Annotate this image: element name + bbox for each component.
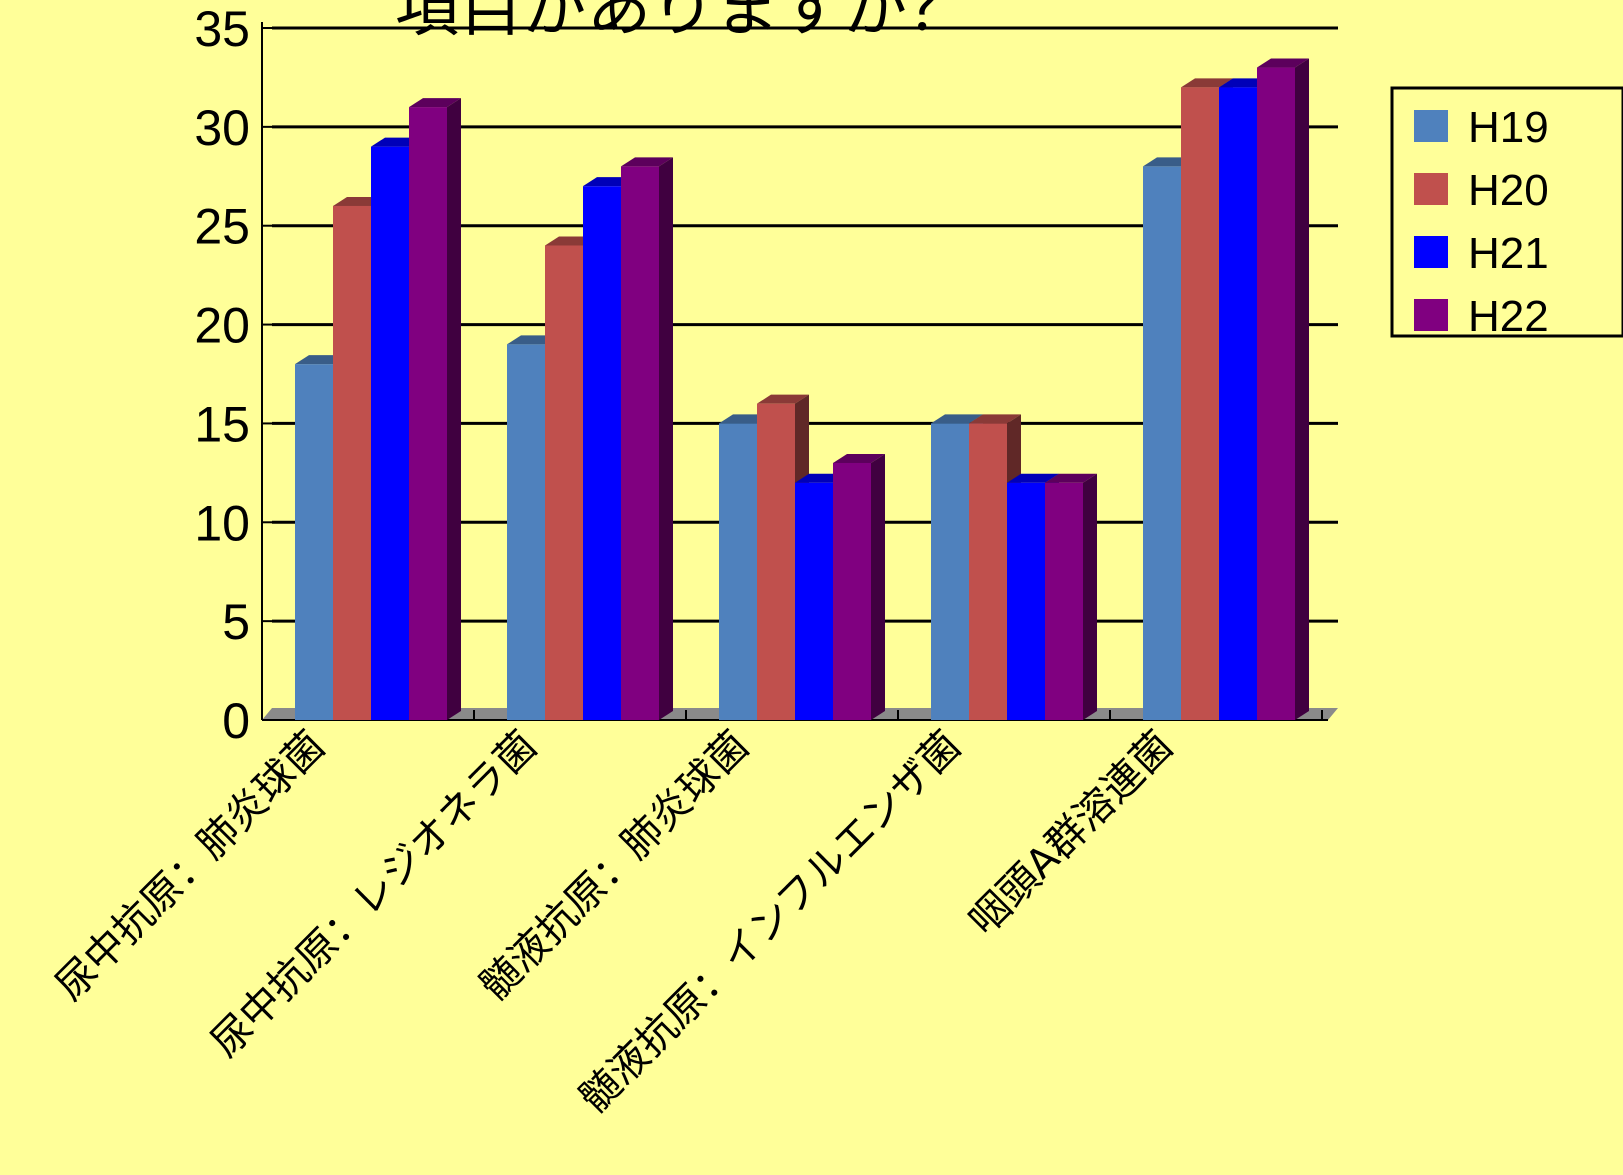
- bar: [1257, 58, 1309, 721]
- legend-label: H19: [1468, 103, 1549, 152]
- bar-front-face: [1143, 166, 1181, 720]
- x-axis-category-labels: 尿中抗原：肺炎球菌尿中抗原：レジオネラ菌髄液抗原：肺炎球菌髄液抗原：インフルエン…: [47, 723, 1182, 1122]
- bar-top-face: [833, 453, 885, 463]
- bar-front-face: [969, 423, 1007, 720]
- bar-side-face: [447, 98, 461, 721]
- bar-side-face: [1295, 58, 1309, 721]
- bar-front-face: [507, 344, 545, 720]
- bar-front-face: [1219, 87, 1257, 721]
- bar-front-face: [833, 462, 871, 720]
- y-tick-label: 15: [194, 396, 250, 452]
- y-tick-label: 0: [222, 693, 250, 749]
- legend-swatch: [1414, 173, 1448, 205]
- bar-top-face: [621, 157, 673, 167]
- bar-front-face: [409, 107, 447, 721]
- bar-front-face: [719, 423, 757, 720]
- bar-side-face: [659, 157, 673, 720]
- legend: H19 H20 H21 H22: [1390, 86, 1623, 341]
- bar-top-face: [931, 414, 983, 424]
- bar-front-face: [295, 364, 333, 720]
- bar-top-face: [1257, 58, 1309, 68]
- legend-swatch: [1414, 299, 1448, 331]
- y-tick-label: 30: [194, 100, 250, 156]
- legend-label: H21: [1468, 229, 1549, 278]
- bar-top-face: [969, 414, 1021, 424]
- bar: [833, 453, 885, 720]
- y-tick-label: 10: [194, 495, 250, 551]
- x-category-label: 咽頭A群溶連菌: [960, 723, 1182, 945]
- bar-top-face: [757, 394, 809, 404]
- bar-front-face: [621, 166, 659, 720]
- bar-front-face: [583, 186, 621, 720]
- bar-front-face: [333, 205, 371, 720]
- bar-front-face: [795, 482, 833, 720]
- legend-swatch: [1414, 110, 1448, 142]
- bars: [295, 58, 1309, 721]
- y-tick-label: 5: [222, 594, 250, 650]
- bar-front-face: [1045, 482, 1083, 720]
- bar-front-face: [1257, 67, 1295, 721]
- legend-label: H22: [1468, 292, 1549, 341]
- bar: [1045, 473, 1097, 720]
- y-tick-label: 20: [194, 298, 250, 354]
- bar-side-face: [1083, 473, 1097, 720]
- x-category-label: 髄液抗原：インフルエンザ菌: [571, 723, 970, 1122]
- bar-front-face: [371, 146, 409, 721]
- bar-front-face: [545, 245, 583, 720]
- y-axis-tick-labels: 0 5 10 15 20 25 30 35: [194, 1, 250, 749]
- bar-top-face: [409, 98, 461, 108]
- bar-top-face: [1045, 473, 1097, 483]
- bar-side-face: [871, 453, 885, 720]
- slide-title: 項目がありますか？: [395, 0, 971, 46]
- legend-swatch: [1414, 236, 1448, 268]
- bar: [621, 157, 673, 720]
- bar-front-face: [1007, 482, 1045, 720]
- y-tick-label: 35: [194, 1, 250, 57]
- legend-label: H20: [1468, 166, 1549, 215]
- bar-top-face: [1007, 473, 1059, 483]
- bar-front-face: [757, 403, 795, 720]
- bar-front-face: [1181, 87, 1219, 721]
- y-tick-label: 25: [194, 199, 250, 255]
- bar-front-face: [931, 423, 969, 720]
- bar-top-face: [1181, 78, 1233, 88]
- bar: [409, 98, 461, 721]
